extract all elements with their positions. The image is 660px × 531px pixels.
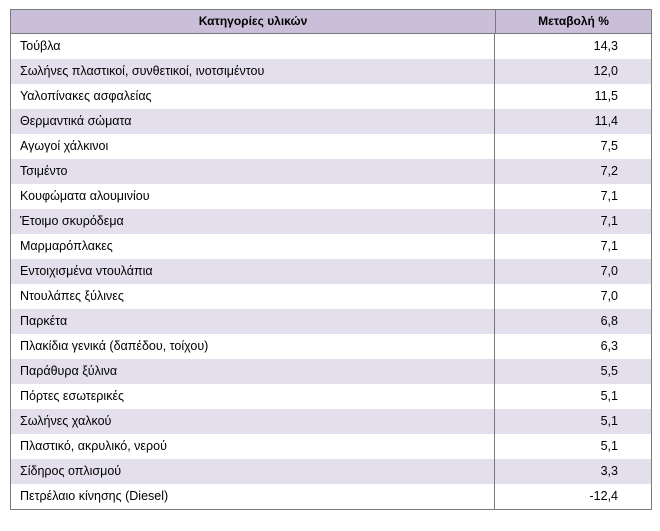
change-percent-cell: 5,1 [600,389,618,403]
table-body: Τούβλα 14,3 Σωλήνες πλαστικοί, συνθετικοί,… [11,34,651,509]
change-percent-cell: -12,4 [589,489,619,503]
change-percent-cell: 7,1 [600,239,618,253]
change-percent-cell: 7,0 [600,264,618,278]
category-cell: Έτοιμο σκυρόδεμα [11,209,495,234]
category-cell: Τσιμέντο [11,159,495,184]
category-cell: Ντουλάπες ξύλινες [11,284,495,309]
category-cell: Σίδηρος οπλισμού [11,459,495,484]
header-category: Κατηγορίες υλικών [11,10,496,33]
change-percent-cell: 5,1 [600,439,618,453]
table-row: Σίδηρος οπλισμού 3,3 [11,459,651,484]
category-cell: Εντοιχισμένα ντουλάπια [11,259,495,284]
change-percent-cell: 11,5 [594,89,618,103]
table-row: Έτοιμο σκυρόδεμα 7,1 [11,209,651,234]
change-percent-cell: 12,0 [593,64,618,78]
category-cell: Σωλήνες πλαστικοί, συνθετικοί, ινοτσιμέν… [11,59,495,84]
category-cell: Τούβλα [11,34,495,59]
change-percent-cell: 7,1 [600,214,618,228]
table-row: Πλαστικό, ακρυλικό, νερού 5,1 [11,434,651,459]
table-row: Υαλοπίνακες ασφαλείας 11,5 [11,84,651,109]
change-percent-cell: 3,3 [600,464,618,478]
category-cell: Πόρτες εσωτερικές [11,384,495,409]
category-cell: Πλαστικό, ακρυλικό, νερού [11,434,495,459]
table-row: Αγωγοί χάλκινοι 7,5 [11,134,651,159]
category-cell: Πλακίδια γενικά (δαπέδου, τοίχου) [11,334,495,359]
table-row: Εντοιχισμένα ντουλάπια 7,0 [11,259,651,284]
table-header-row: Κατηγορίες υλικών Μεταβολή % [11,10,651,34]
change-percent-cell: 7,2 [600,164,618,178]
header-change-percent: Μεταβολή % [538,14,609,28]
category-cell: Μαρμαρόπλακες [11,234,495,259]
table-row: Κουφώματα αλουμινίου 7,1 [11,184,651,209]
table-row: Σωλήνες χαλκού 5,1 [11,409,651,434]
change-percent-cell: 5,1 [600,414,618,428]
category-cell: Κουφώματα αλουμινίου [11,184,495,209]
category-cell: Σωλήνες χαλκού [11,409,495,434]
table-row: Θερμαντικά σώματα 11,4 [11,109,651,134]
table-row: Σωλήνες πλαστικοί, συνθετικοί, ινοτσιμέν… [11,59,651,84]
table-row: Πόρτες εσωτερικές 5,1 [11,384,651,409]
table-row: Τούβλα 14,3 [11,34,651,59]
change-percent-cell: 6,8 [600,314,618,328]
change-percent-cell: 5,5 [600,364,618,378]
change-percent-cell: 11,4 [594,114,618,128]
table-row: Ντουλάπες ξύλινες 7,0 [11,284,651,309]
change-percent-cell: 7,0 [600,289,618,303]
change-percent-cell: 7,5 [600,139,618,153]
materials-price-change-table: Κατηγορίες υλικών Μεταβολή % Τούβλα 14,3 Σ… [10,9,652,510]
table-row: Πετρέλαιο κίνησης (Diesel) -12,4 [11,484,651,509]
category-cell: Πετρέλαιο κίνησης (Diesel) [11,484,495,509]
category-cell: Αγωγοί χάλκινοι [11,134,495,159]
change-percent-cell: 14,3 [593,39,618,53]
category-cell: Παράθυρα ξύλινα [11,359,495,384]
table-row: Πλακίδια γενικά (δαπέδου, τοίχου) 6,3 [11,334,651,359]
category-cell: Υαλοπίνακες ασφαλείας [11,84,495,109]
change-percent-cell: 7,1 [600,189,618,203]
change-percent-cell: 6,3 [600,339,618,353]
table-row: Παρκέτα 6,8 [11,309,651,334]
table-row: Μαρμαρόπλακες 7,1 [11,234,651,259]
table-row: Τσιμέντο 7,2 [11,159,651,184]
table-row: Παράθυρα ξύλινα 5,5 [11,359,651,384]
category-cell: Θερμαντικά σώματα [11,109,495,134]
category-cell: Παρκέτα [11,309,495,334]
